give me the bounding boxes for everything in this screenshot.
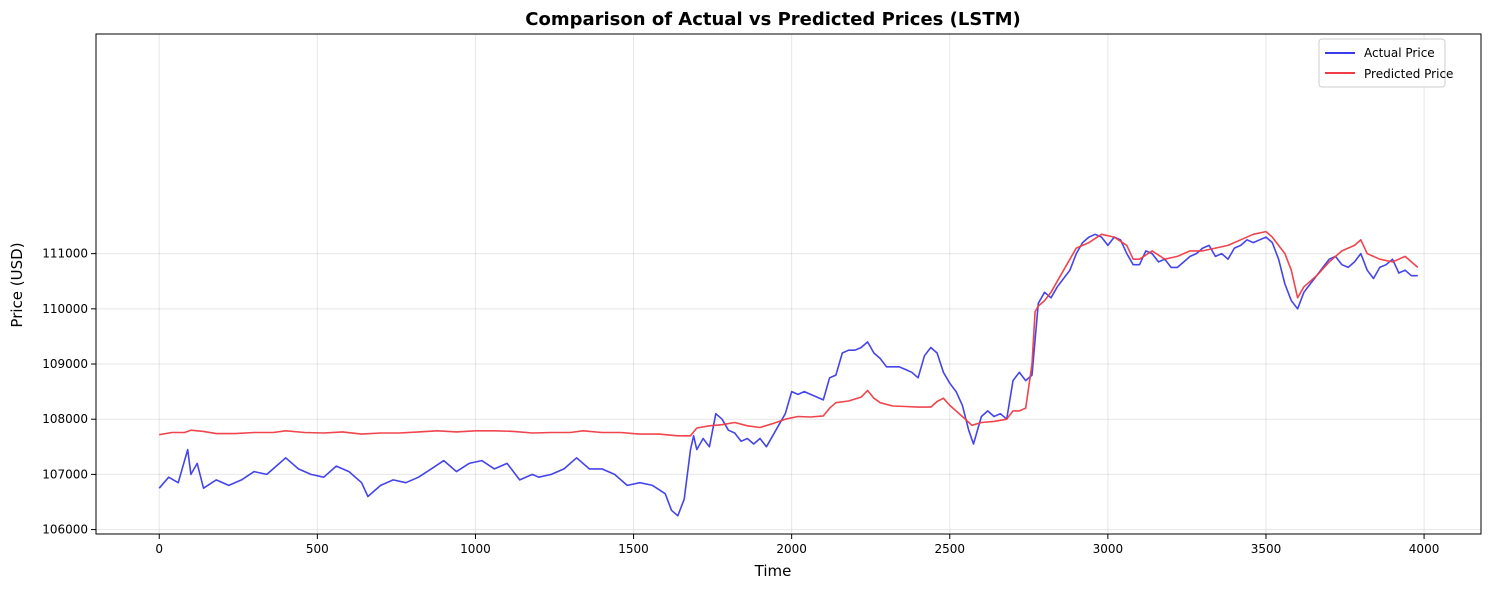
legend-label-actual: Actual Price — [1364, 46, 1435, 60]
x-tick-label: 500 — [306, 542, 329, 556]
legend-label-predicted: Predicted Price — [1364, 67, 1453, 81]
legend-box — [1318, 38, 1446, 88]
plot-frame — [95, 33, 1482, 535]
legend: Actual Price Predicted Price — [1318, 38, 1453, 88]
grid-layer — [96, 34, 1481, 534]
y-tick-label: 111000 — [42, 247, 88, 261]
chart-title: Comparison of Actual vs Predicted Prices… — [525, 9, 1021, 30]
y-tick-label: 107000 — [42, 467, 88, 481]
x-axis-label: Time — [754, 562, 792, 580]
tick-layer: 0 500 1000 1500 2000 2500 3000 3500 4000 106000 10… — [42, 247, 1439, 556]
x-tick-label: 2000 — [776, 542, 807, 556]
x-tick-label: 1000 — [460, 542, 491, 556]
y-axis-label: Price (USD) — [8, 242, 26, 327]
y-tick-label: 106000 — [42, 523, 88, 537]
x-tick-label: 3500 — [1251, 542, 1282, 556]
x-tick-label: 1500 — [618, 542, 649, 556]
x-tick-label: 4000 — [1409, 542, 1440, 556]
x-tick-label: 0 — [155, 542, 163, 556]
predicted-price-line — [159, 230, 1419, 437]
y-tick-label: 110000 — [42, 302, 88, 316]
x-tick-label: 3000 — [1093, 542, 1124, 556]
actual-price-line — [158, 233, 1418, 517]
y-tick-label: 108000 — [42, 412, 88, 426]
x-tick-label: 2500 — [934, 542, 965, 556]
y-tick-label: 109000 — [42, 357, 88, 371]
series-layer — [158, 230, 1419, 517]
